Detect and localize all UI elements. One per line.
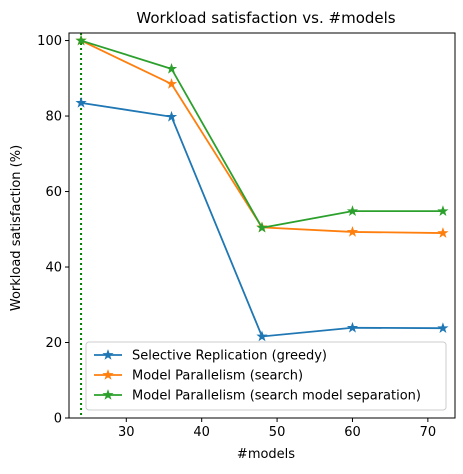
legend-marker-3 xyxy=(102,389,114,400)
data-point-series-3 xyxy=(75,34,87,46)
legend-marker-2 xyxy=(102,369,114,380)
x-tick-label: 50 xyxy=(269,425,286,440)
chart-title: Workload satisfaction vs. #models xyxy=(136,9,395,27)
axes: 30 40 50 60 70 0 20 40 60 80 100 xyxy=(37,32,456,440)
data-point-series-2 xyxy=(165,78,178,89)
x-axis-label: #models xyxy=(237,447,295,462)
data-point-series-1 xyxy=(346,321,359,333)
data-point-series-1 xyxy=(75,96,87,108)
y-tick-label: 100 xyxy=(37,34,62,49)
legend-box xyxy=(85,341,447,411)
data-point-series-3 xyxy=(165,62,178,74)
plot-frame xyxy=(68,32,456,419)
data-point-series-1 xyxy=(165,110,178,122)
legend-label-3: Model Parallelism (search model separati… xyxy=(132,389,421,404)
x-tick-label: 60 xyxy=(344,425,361,440)
y-tick-label: 40 xyxy=(45,261,62,276)
x-tick-label: 70 xyxy=(420,425,437,440)
data-point-series-3 xyxy=(346,205,359,216)
legend-label-1: Selective Replication (greedy) xyxy=(132,349,327,364)
y-tick-label: 20 xyxy=(45,336,62,351)
series-line-3 xyxy=(80,39,443,229)
series-line-1 xyxy=(80,101,443,338)
data-point-series-2 xyxy=(437,227,449,238)
data-point-series-3 xyxy=(256,221,268,233)
data-point-series-1 xyxy=(256,330,268,342)
x-tick-label: 30 xyxy=(118,425,135,440)
y-tick-label: 0 xyxy=(54,412,62,427)
y-axis-label: Workload satisfaction (%) xyxy=(9,145,24,311)
data-point-series-1 xyxy=(437,322,449,333)
data-point-series-2 xyxy=(346,226,359,237)
plot-area xyxy=(75,33,449,418)
legend-label-2: Model Parallelism (search) xyxy=(132,369,303,384)
legend-marker-1 xyxy=(102,349,114,360)
series-line-2 xyxy=(80,39,443,234)
y-tick-label: 80 xyxy=(45,110,62,125)
legend: Selective Replication (greedy) Model Para… xyxy=(85,341,447,411)
data-point-series-3 xyxy=(437,205,449,216)
x-tick-label: 40 xyxy=(193,425,210,440)
y-tick-label: 60 xyxy=(45,185,62,200)
